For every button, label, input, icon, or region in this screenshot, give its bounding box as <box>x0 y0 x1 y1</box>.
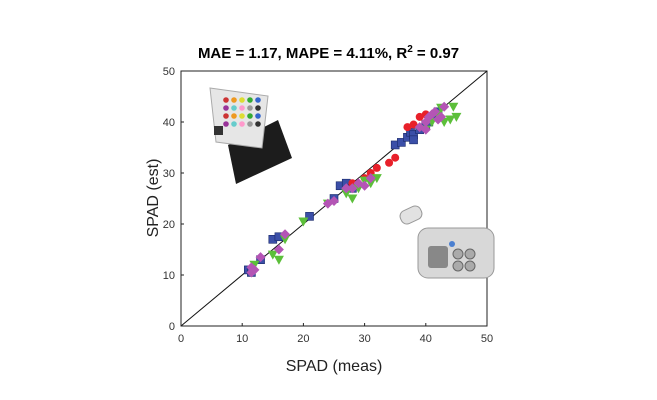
plot-frame <box>180 70 488 327</box>
color-swatch <box>223 113 229 119</box>
diamond-point <box>436 111 447 122</box>
x-tick-label: 30 <box>358 333 370 345</box>
color-swatch <box>247 121 253 127</box>
color-swatch <box>255 105 261 111</box>
diamond-point <box>414 122 425 133</box>
diamond-point <box>280 229 291 240</box>
diamond-point <box>429 106 440 117</box>
triangle-point <box>347 194 358 204</box>
title-text: MAE = 1.17, MAPE = 4.11%, R <box>197 45 408 62</box>
y-tick-label: 50 <box>163 66 175 78</box>
x-tick-label: 10 <box>236 333 248 345</box>
triangle-point <box>365 179 376 189</box>
circle-point <box>385 158 394 167</box>
triangle-point <box>267 250 278 260</box>
color-swatch <box>239 97 245 103</box>
color-swatch <box>231 113 237 119</box>
data-marks <box>244 101 462 278</box>
diamond-point <box>273 244 284 255</box>
x-tick-label: 50 <box>481 333 493 345</box>
triangle-point <box>445 115 456 125</box>
x-tick-label: 20 <box>297 333 309 345</box>
title-suffix: = 0.97 <box>412 45 460 62</box>
triangle-point <box>341 189 352 199</box>
color-swatch <box>255 121 261 127</box>
y-tick-label: 10 <box>163 270 175 282</box>
color-swatch <box>255 113 261 119</box>
color-card-image <box>209 87 292 184</box>
y-tick-label: 20 <box>163 219 175 231</box>
x-tick-label: 0 <box>178 333 184 345</box>
diamond-point <box>365 173 376 184</box>
triangle-point <box>298 217 309 227</box>
diamond-point <box>341 183 352 194</box>
color-swatch <box>247 105 253 111</box>
triangle-point <box>280 235 291 245</box>
color-swatch <box>231 121 237 127</box>
circle-point <box>372 163 381 172</box>
square-point <box>305 212 314 221</box>
color-swatch <box>223 105 229 111</box>
color-swatch <box>223 97 229 103</box>
circle-point <box>415 112 424 121</box>
diamond-point <box>347 183 358 194</box>
color-swatch <box>239 105 245 111</box>
triangle-point <box>371 174 382 184</box>
color-swatch <box>231 105 237 111</box>
color-swatch <box>247 97 253 103</box>
diamond-point <box>329 196 339 207</box>
diamond-point <box>359 180 370 191</box>
diamond-point <box>439 101 450 112</box>
color-swatch <box>239 121 245 127</box>
color-swatch <box>239 113 245 119</box>
title-superscript: 2 <box>407 44 413 55</box>
diamond-point <box>246 262 257 273</box>
x-axis-label: SPAD (meas) <box>286 358 383 375</box>
color-swatch <box>231 97 237 103</box>
triangle-point <box>451 112 462 122</box>
spad-meter-image <box>399 205 495 279</box>
circle-point <box>403 123 412 132</box>
x-tick-label: 40 <box>420 333 432 345</box>
y-axis-label: SPAD (est) <box>145 159 162 238</box>
square-point <box>409 135 418 145</box>
square-point <box>397 138 406 147</box>
y-tick-label: 0 <box>169 321 175 333</box>
chart-title: MAE = 1.17, MAPE = 4.11%, R2 = 0.97 <box>0 44 657 62</box>
triangle-point <box>448 102 459 112</box>
color-swatch <box>223 121 229 127</box>
color-swatch <box>255 97 261 103</box>
diamond-point <box>420 124 431 135</box>
color-swatch <box>247 113 253 119</box>
y-tick-label: 30 <box>163 168 175 180</box>
triangle-point <box>273 255 284 265</box>
circle-point <box>391 153 400 162</box>
diamond-point <box>255 252 266 263</box>
y-tick-label: 40 <box>163 117 175 129</box>
